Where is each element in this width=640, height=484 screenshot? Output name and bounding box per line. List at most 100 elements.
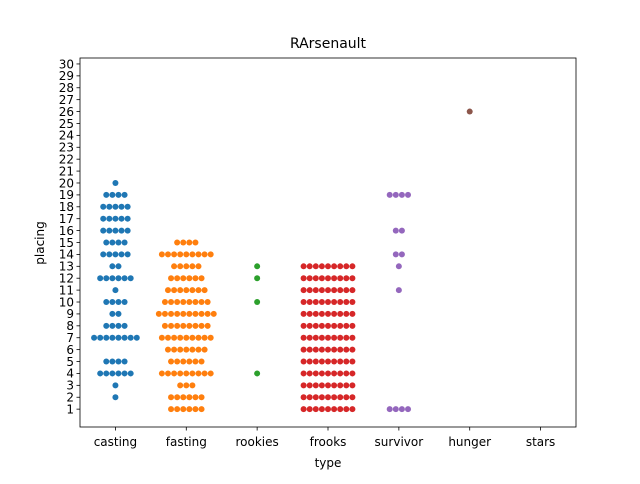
data-point-fasting (192, 275, 199, 282)
data-point-casting (121, 275, 128, 282)
data-point-fasting (171, 370, 178, 377)
data-point-fasting (180, 358, 187, 365)
data-point-frooks (331, 334, 338, 341)
data-point-frooks (300, 275, 307, 282)
data-point-fasting (201, 251, 208, 258)
data-point-fasting (198, 299, 205, 306)
data-point-fasting (186, 299, 193, 306)
data-point-casting (100, 227, 107, 234)
data-point-fasting (174, 275, 181, 282)
data-point-frooks (300, 382, 307, 389)
data-point-fasting (192, 358, 199, 365)
data-point-fasting (189, 263, 196, 270)
data-point-fasting (174, 406, 181, 413)
data-point-frooks (325, 358, 331, 365)
data-point-frooks (318, 287, 325, 294)
data-point-survivor (386, 191, 393, 198)
data-point-casting (112, 287, 119, 294)
data-point-frooks (337, 382, 344, 389)
data-point-fasting (192, 310, 199, 317)
data-point-casting (109, 263, 116, 270)
data-point-casting (124, 215, 131, 222)
data-point-fasting (201, 287, 208, 294)
data-point-frooks (312, 263, 319, 270)
data-point-hunger (466, 108, 473, 115)
data-point-fasting (177, 346, 184, 353)
data-point-frooks (343, 263, 350, 270)
y-tick-label: 21 (59, 164, 74, 178)
data-point-casting (112, 179, 119, 186)
data-point-frooks (300, 310, 307, 317)
data-point-fasting (201, 346, 208, 353)
data-point-fasting (195, 334, 202, 341)
data-point-frooks (306, 382, 313, 389)
data-point-fasting (174, 322, 181, 329)
data-point-frooks (349, 406, 356, 413)
data-point-survivor (395, 263, 402, 270)
data-point-frooks (312, 299, 319, 306)
y-tick-label: 5 (66, 355, 74, 369)
data-point-fasting (171, 287, 178, 294)
data-point-frooks (337, 346, 344, 353)
data-point-frooks (349, 382, 356, 389)
data-point-casting (103, 299, 110, 306)
data-point-frooks (325, 287, 331, 294)
data-point-frooks (325, 406, 331, 413)
data-point-frooks (312, 370, 319, 377)
data-point-rookies (254, 263, 261, 270)
data-point-casting (115, 358, 122, 365)
y-tick-label: 12 (59, 272, 74, 286)
data-point-frooks (306, 346, 313, 353)
data-point-casting (115, 322, 122, 329)
y-tick-label: 27 (59, 93, 74, 107)
data-point-fasting (186, 310, 193, 317)
data-point-frooks (325, 310, 331, 317)
data-point-survivor (405, 406, 412, 413)
data-point-fasting (198, 310, 205, 317)
data-point-frooks (325, 299, 331, 306)
data-point-fasting (186, 394, 193, 401)
data-point-casting (124, 203, 131, 210)
data-point-frooks (318, 263, 325, 270)
data-point-fasting (186, 275, 193, 282)
data-point-fasting (195, 251, 202, 258)
data-point-frooks (325, 334, 331, 341)
data-point-frooks (300, 299, 307, 306)
data-point-fasting (198, 322, 205, 329)
data-point-survivor (392, 191, 399, 198)
data-point-rookies (254, 299, 261, 306)
data-point-casting (121, 334, 128, 341)
data-point-frooks (300, 370, 307, 377)
data-point-fasting (158, 370, 165, 377)
data-point-casting (124, 227, 131, 234)
data-point-frooks (325, 382, 331, 389)
data-point-casting (112, 251, 119, 258)
data-point-fasting (171, 334, 178, 341)
data-point-fasting (183, 346, 190, 353)
data-point-casting (112, 382, 119, 389)
data-point-casting (97, 275, 104, 282)
x-axis-label: type (315, 456, 342, 470)
data-point-frooks (349, 287, 356, 294)
x-tick-label: frooks (310, 435, 347, 449)
data-point-casting (109, 322, 116, 329)
data-point-frooks (331, 346, 338, 353)
data-point-fasting (192, 322, 199, 329)
data-point-casting (118, 203, 125, 210)
data-point-frooks (343, 334, 350, 341)
data-point-fasting (198, 406, 205, 413)
data-point-fasting (183, 370, 190, 377)
data-point-fasting (177, 251, 184, 258)
data-point-casting (100, 203, 107, 210)
data-point-casting (121, 322, 128, 329)
data-point-frooks (306, 358, 313, 365)
data-point-fasting (198, 275, 205, 282)
data-point-frooks (331, 310, 338, 317)
data-point-casting (115, 334, 122, 341)
data-point-frooks (337, 275, 344, 282)
data-point-casting (121, 299, 128, 306)
data-point-casting (115, 191, 122, 198)
data-point-fasting (195, 287, 202, 294)
data-point-frooks (337, 299, 344, 306)
data-point-casting (103, 370, 110, 377)
